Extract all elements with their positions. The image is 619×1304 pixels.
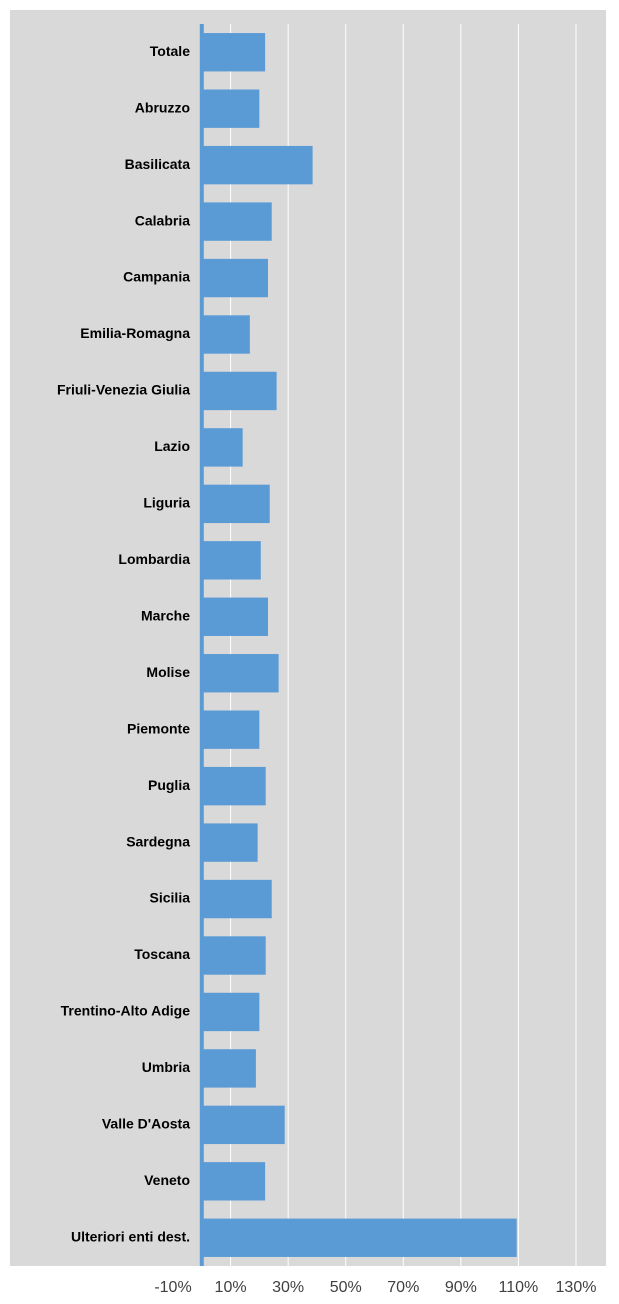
y-tick-label: Molise: [146, 664, 190, 680]
x-tick-label: 70%: [387, 1279, 419, 1296]
bar: [201, 371, 277, 411]
x-tick-label: 30%: [272, 1279, 304, 1296]
y-tick-label: Totale: [150, 43, 190, 59]
bar: [201, 202, 272, 241]
y-tick-label: Basilicata: [125, 156, 191, 172]
bar: [201, 654, 279, 693]
bar: [201, 936, 266, 975]
y-tick-label: Lazio: [154, 438, 190, 454]
bar: [201, 879, 272, 919]
y-tick-label: Veneto: [144, 1172, 190, 1188]
x-tick-label: 50%: [330, 1279, 362, 1296]
y-tick-label: Sardegna: [126, 833, 190, 849]
bar: [201, 258, 268, 298]
bar: [201, 428, 243, 467]
bar: [201, 823, 258, 862]
bar: [201, 1162, 266, 1201]
x-tick-label: 130%: [556, 1279, 597, 1296]
y-tick-label: Friuli-Venezia Giulia: [57, 382, 190, 398]
x-tick-label: 90%: [445, 1279, 477, 1296]
y-tick-label: Trentino-Alto Adige: [61, 1003, 191, 1019]
plot-background: [10, 10, 606, 1266]
y-tick-label: Ulteriori enti dest.: [71, 1228, 190, 1244]
bar: [201, 766, 266, 806]
y-tick-label: Sicilia: [150, 890, 191, 906]
x-tick-label: 10%: [215, 1279, 247, 1296]
bar: [201, 1105, 285, 1145]
bar: [201, 145, 313, 185]
bar: [201, 1049, 256, 1088]
y-tick-label: Umbria: [142, 1059, 190, 1075]
y-tick-label: Campania: [123, 269, 190, 285]
bar: [201, 1218, 517, 1257]
y-tick-label: Calabria: [135, 212, 190, 228]
bar: [201, 89, 260, 128]
bar: [201, 484, 270, 524]
y-tick-label: Toscana: [134, 946, 190, 962]
x-tick-label: -10%: [154, 1279, 191, 1296]
bar: [201, 597, 268, 636]
y-tick-label: Puglia: [148, 777, 190, 793]
bar: [201, 541, 261, 580]
y-tick-label: Emilia-Romagna: [80, 325, 190, 341]
y-tick-label: Piemonte: [127, 720, 190, 736]
bar: [201, 710, 260, 749]
y-tick-label: Marche: [141, 607, 190, 623]
bar: [201, 992, 260, 1032]
y-tick-label: Lombardia: [118, 551, 190, 567]
bar: [201, 315, 250, 354]
y-tick-label: Liguria: [143, 495, 190, 511]
y-tick-label: Valle D'Aosta: [102, 1116, 190, 1132]
x-tick-label: 110%: [499, 1279, 539, 1296]
bar: [201, 33, 266, 72]
y-tick-label: Abruzzo: [135, 99, 190, 115]
